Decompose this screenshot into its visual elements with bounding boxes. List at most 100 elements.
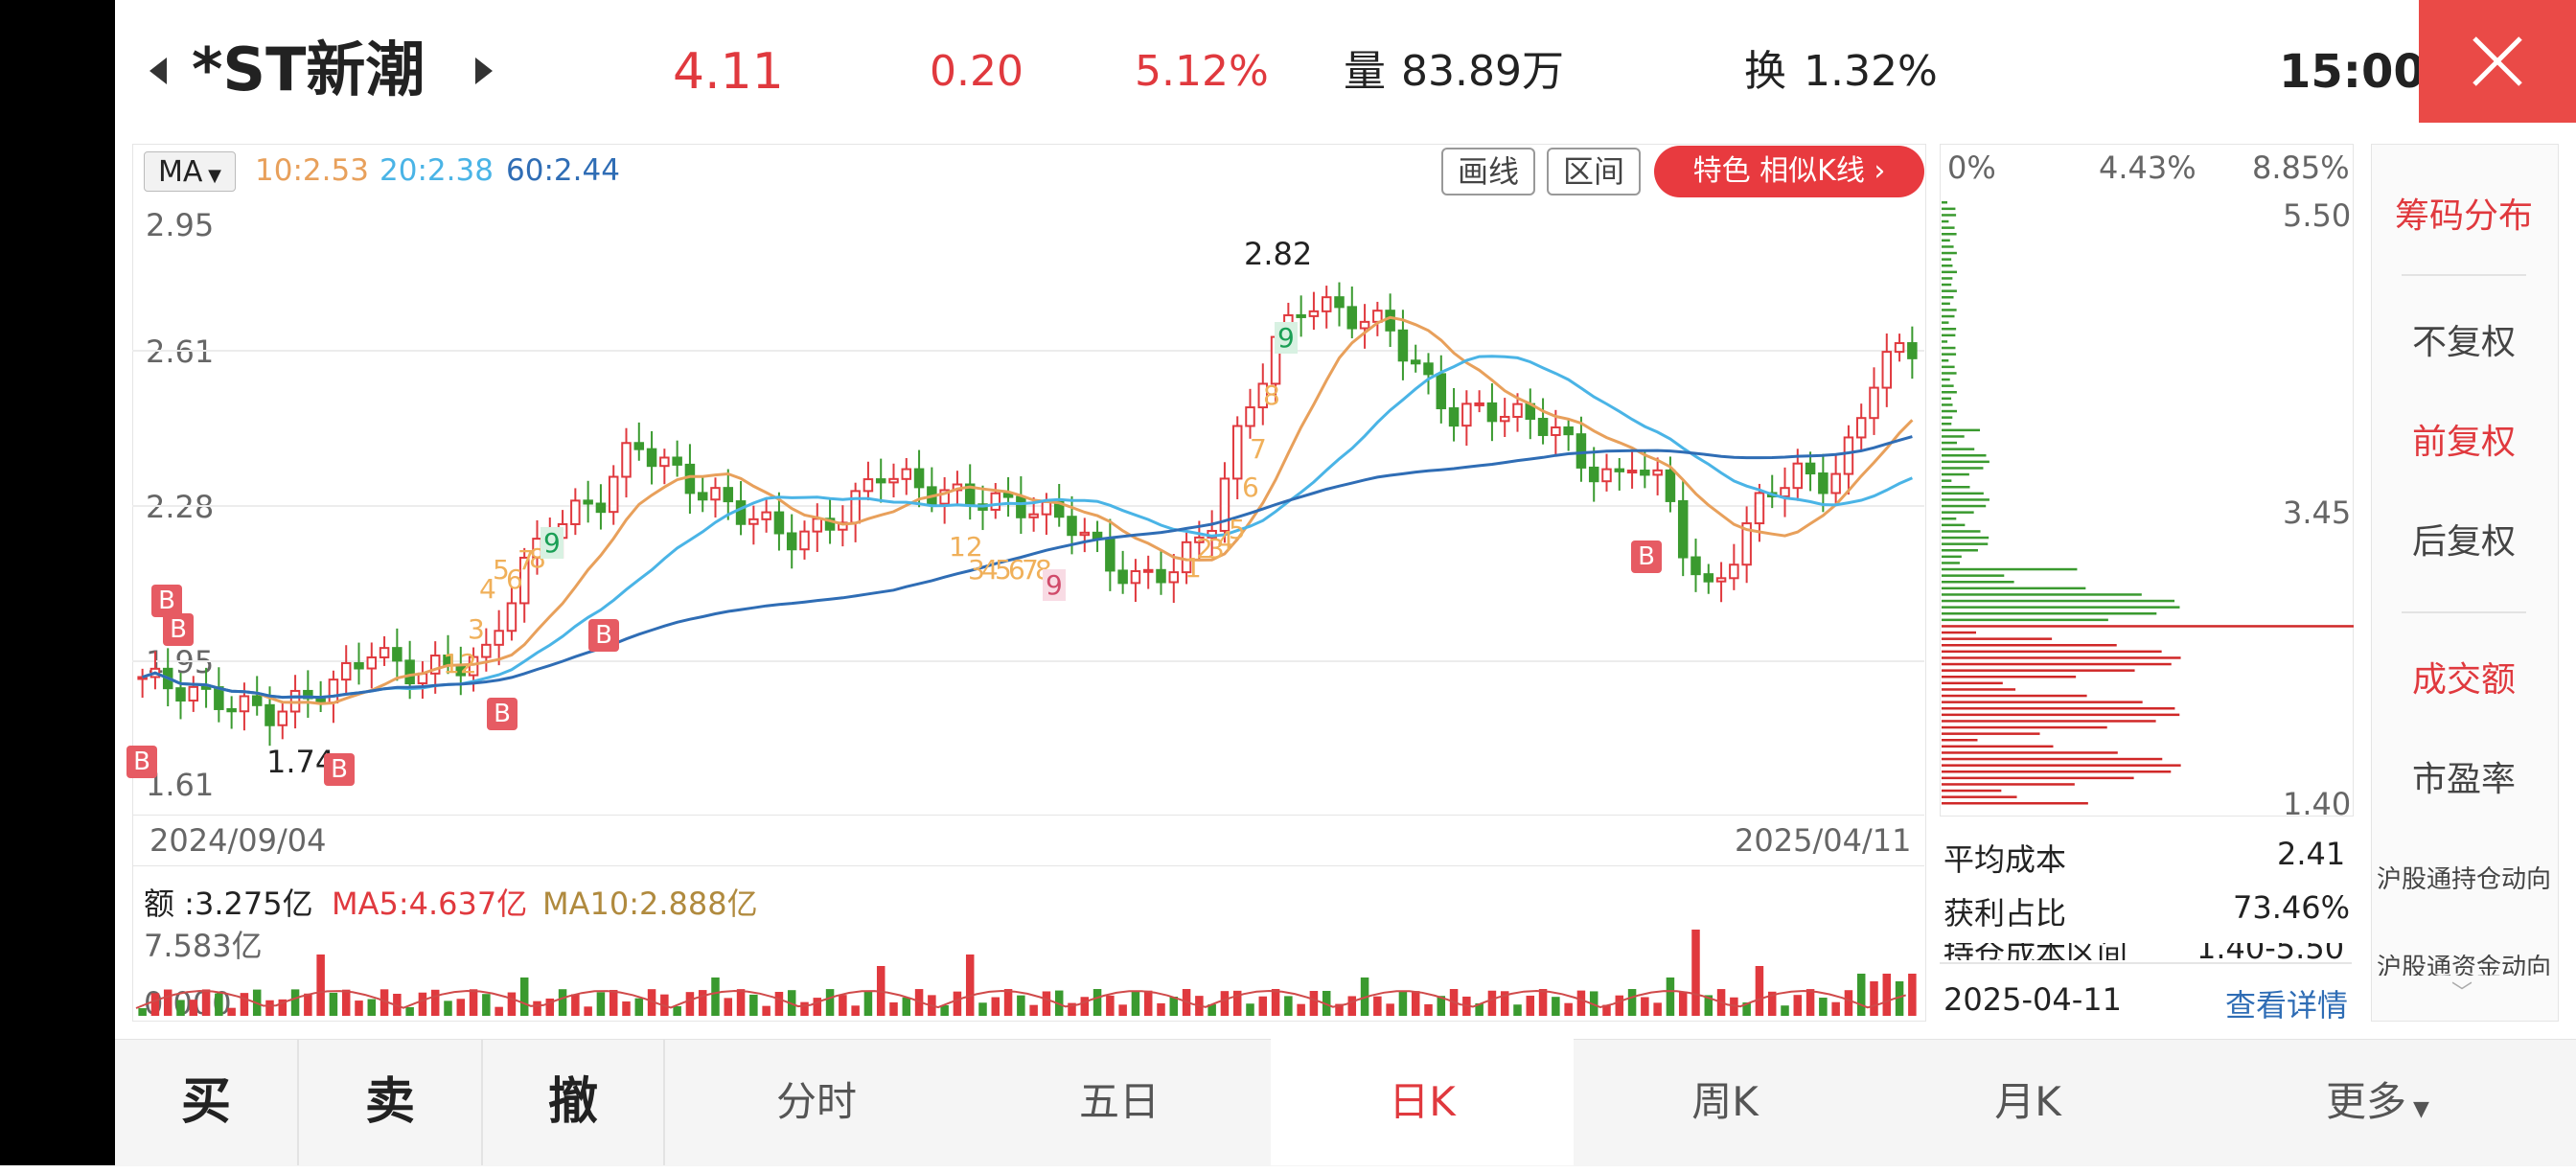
candle-body	[1308, 310, 1320, 317]
range-button[interactable]: 区间	[1547, 148, 1641, 196]
volume-bar	[189, 1000, 198, 1016]
buy-marker[interactable]: B	[151, 585, 182, 617]
volume-bar	[1641, 997, 1649, 1016]
chevron-right-icon	[475, 58, 493, 84]
cancel-order-button[interactable]: 撤	[547, 1073, 598, 1131]
tab-five-day[interactable]: 五日	[1078, 1078, 1160, 1125]
volume-bar	[1742, 1002, 1751, 1016]
tab-intraday[interactable]: 分时	[775, 1078, 857, 1125]
chip-bar	[1942, 555, 1962, 559]
volume-bar	[978, 1002, 987, 1016]
chip-price-bottom: 1.40	[2283, 786, 2352, 822]
candle-body	[1245, 406, 1255, 427]
menu-forward-adjust[interactable]: 前复权	[2411, 423, 2516, 462]
volume-bar	[1666, 978, 1675, 1016]
tab-more-label: 更多	[2326, 1078, 2407, 1125]
buy-marker[interactable]: B	[324, 753, 355, 786]
menu-pe-ratio[interactable]: 市盈率	[2411, 760, 2516, 799]
volume-bar	[1602, 1004, 1611, 1016]
menu-hk-holding[interactable]: 沪股通持仓动向	[2376, 865, 2551, 894]
volume-bar	[1500, 991, 1509, 1016]
kline-candles[interactable]	[132, 192, 1924, 815]
volume-bar	[1627, 989, 1637, 1016]
similar-kline-button[interactable]: 特色 相似K线 ›	[1654, 146, 1924, 197]
menu-backward-adjust[interactable]: 后复权	[2411, 522, 2516, 562]
chip-bar	[1942, 472, 1969, 476]
menu-hk-flow-row: 沪股通资金动向	[2373, 954, 2555, 976]
buy-marker[interactable]: B	[487, 698, 518, 730]
chip-bar	[1942, 732, 2040, 735]
count-label: 1	[1184, 552, 1202, 584]
next-stock-arrow[interactable]	[472, 50, 498, 92]
volume-bar	[634, 998, 644, 1016]
candle-body	[1907, 342, 1918, 359]
chip-bar	[1942, 764, 2181, 767]
chip-bar	[1942, 644, 2117, 647]
buy-button[interactable]: 买	[180, 1073, 231, 1131]
volume-bar	[329, 992, 338, 1016]
candle-body	[1512, 402, 1523, 418]
candle-body	[1359, 320, 1370, 330]
view-details-link[interactable]: 查看详情	[2225, 987, 2349, 1024]
candle-body	[1614, 468, 1625, 472]
chip-panel	[1940, 144, 2354, 816]
volume-bar	[1411, 991, 1420, 1016]
chip-bar	[1942, 302, 1950, 306]
prev-stock-arrow[interactable]	[144, 50, 171, 92]
draw-line-button[interactable]: 画线	[1441, 148, 1535, 196]
volume-max-label: 7.583亿	[144, 928, 263, 964]
chip-bar	[1942, 346, 1956, 350]
candle-body	[1818, 472, 1828, 494]
count-label: 7	[1022, 554, 1039, 586]
buy-marker[interactable]: B	[1631, 540, 1662, 573]
menu-hk-flow[interactable]: 沪股通资金动向	[2376, 954, 2551, 976]
chip-bar	[1942, 701, 2143, 703]
chip-bar	[1942, 460, 1990, 464]
close-button[interactable]	[2419, 0, 2576, 123]
volume-bar	[456, 999, 466, 1016]
menu-chip-distribution[interactable]: 筹码分布	[2394, 196, 2533, 236]
volume-bar	[290, 989, 300, 1016]
tab-daily-k[interactable]: 日K	[1271, 1039, 1574, 1165]
volume-bar	[1284, 996, 1293, 1016]
candle-body	[1551, 426, 1561, 436]
candle-body	[646, 448, 657, 468]
chip-bar	[1942, 662, 2172, 666]
candle-body	[468, 656, 479, 677]
ma-selector[interactable]: MA ▼	[144, 151, 236, 192]
chip-bar	[1942, 428, 1981, 432]
menu-no-adjust[interactable]: 不复权	[2411, 323, 2516, 362]
volume-bar	[774, 991, 784, 1016]
tab-weekly-k[interactable]: 周K	[1691, 1078, 1759, 1125]
buy-marker[interactable]: B	[163, 613, 194, 646]
candle-body	[1423, 362, 1434, 376]
volume-bar	[355, 1000, 363, 1016]
volume-bar	[609, 989, 618, 1016]
volume-bar	[304, 993, 312, 1016]
volume-bar	[1513, 1004, 1522, 1016]
profit-ratio-value: 73.46%	[2233, 889, 2351, 926]
buy-marker[interactable]: B	[126, 746, 157, 778]
chip-bar	[1942, 359, 1949, 362]
buy-marker[interactable]: B	[588, 619, 619, 652]
count-label: 6	[506, 564, 523, 595]
volume-bar	[1564, 1002, 1573, 1016]
volume-bar	[545, 998, 555, 1016]
volume-bar	[380, 989, 389, 1016]
volume-bar	[863, 991, 873, 1016]
volume-bar	[1232, 990, 1242, 1016]
menu-turnover-amount[interactable]: 成交额	[2411, 660, 2516, 700]
candle-body	[633, 442, 645, 450]
y-label-2-95: 2.95	[146, 207, 215, 243]
volume-bar	[176, 1000, 185, 1016]
menu-scroll-down-icon[interactable]: ﹀	[2451, 981, 2473, 1005]
candle-body	[1410, 359, 1421, 365]
chip-bar	[1942, 492, 1984, 495]
candle-body	[1067, 516, 1077, 537]
sell-button[interactable]: 卖	[364, 1073, 415, 1131]
tab-monthly-k[interactable]: 月K	[1994, 1078, 2061, 1125]
tab-more[interactable]: 更多 ▼	[2179, 1039, 2576, 1165]
volume-bar	[1755, 966, 1764, 1016]
count-label: 2	[1196, 533, 1213, 564]
candle-body	[429, 655, 441, 675]
